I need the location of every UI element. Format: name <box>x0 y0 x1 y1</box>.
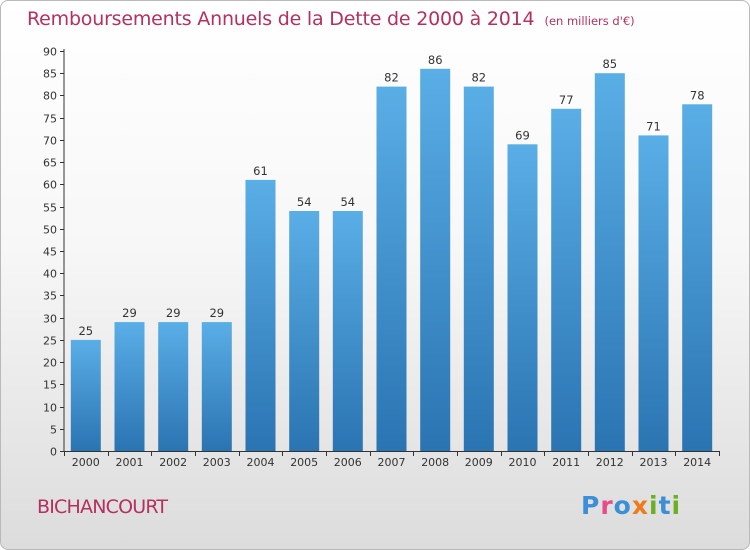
data-label-2005: 54 <box>297 195 312 209</box>
chart-title: Remboursements Annuels de la Dette de 20… <box>27 8 535 30</box>
x-tick-label: 2003 <box>203 456 231 469</box>
bar-2000 <box>70 339 101 451</box>
bar-2012 <box>594 73 625 451</box>
logo-letter: i <box>649 491 659 520</box>
bar-2010 <box>507 144 538 452</box>
bar-2002 <box>158 322 189 451</box>
logo-letter: x <box>631 491 649 520</box>
x-tick-label: 2014 <box>683 456 711 469</box>
bar-2004 <box>245 179 276 451</box>
x-tick-label: 2006 <box>334 456 362 469</box>
y-tick-label: 10 <box>43 402 57 415</box>
y-tick-label: 90 <box>43 46 57 59</box>
y-tick-label: 70 <box>43 135 57 148</box>
y-tick-label: 75 <box>43 113 57 126</box>
data-label-2011: 77 <box>559 93 574 107</box>
bar-2005 <box>289 211 320 451</box>
bar-2008 <box>420 68 451 452</box>
logo-letter: o <box>613 491 632 520</box>
data-label-2001: 29 <box>122 306 137 320</box>
y-tick-label: 5 <box>50 424 57 437</box>
y-tick-label: 35 <box>43 290 57 303</box>
x-tick-label: 2011 <box>552 456 580 469</box>
y-tick-label: 15 <box>43 379 57 392</box>
x-tick-label: 2005 <box>290 456 318 469</box>
data-label-2012: 85 <box>602 57 617 71</box>
data-label-2009: 82 <box>471 71 486 85</box>
commune-name: BICHANCOURT <box>37 496 168 518</box>
x-tick-label: 2004 <box>247 456 275 469</box>
bar-2011 <box>551 108 582 452</box>
logo-letter: r <box>600 491 614 520</box>
y-tick-label: 40 <box>43 268 57 281</box>
y-tick-label: 55 <box>43 202 57 215</box>
y-tick-label: 85 <box>43 68 57 81</box>
y-tick-label: 0 <box>50 446 57 459</box>
bar-2006 <box>332 211 363 451</box>
bar-2003 <box>201 322 232 451</box>
proxiti-logo: Proxiti <box>581 491 681 520</box>
chart-title-block: Remboursements Annuels de la Dette de 20… <box>27 8 635 30</box>
data-label-2010: 69 <box>515 128 530 142</box>
data-label-2008: 86 <box>428 53 443 67</box>
data-label-2007: 82 <box>384 71 399 85</box>
x-axis: 2000 2001 2002 2003 2004 2005 2006 2007 2008 2009… <box>64 451 720 469</box>
data-label-2002: 29 <box>166 306 181 320</box>
x-tick-label: 2007 <box>378 456 406 469</box>
y-tick-label: 20 <box>43 357 57 370</box>
bar-2007 <box>376 86 407 451</box>
y-tick-label: 30 <box>43 313 57 326</box>
data-label-2004: 61 <box>253 164 268 178</box>
data-labels: 25 29 29 29 61 54 54 82 86 82 69 77 85 71 78 <box>78 53 704 338</box>
bar-2009 <box>463 86 494 451</box>
x-tick-label: 2009 <box>465 456 493 469</box>
data-label-2013: 71 <box>646 119 661 133</box>
x-tick-label: 2000 <box>72 456 100 469</box>
data-label-2003: 29 <box>209 306 224 320</box>
y-tick-label: 80 <box>43 90 57 103</box>
x-tick-label: 2012 <box>596 456 624 469</box>
data-label-2000: 25 <box>78 324 93 338</box>
y-tick-label: 25 <box>43 335 57 348</box>
data-label-2014: 78 <box>690 88 705 102</box>
bar-2014 <box>682 104 713 452</box>
logo-letter: i <box>671 491 682 520</box>
bar-2013 <box>638 135 669 451</box>
y-tick-label: 60 <box>43 179 57 192</box>
x-tick-label: 2013 <box>640 456 668 469</box>
logo-letter: t <box>658 491 672 520</box>
chart-unit-note: (en milliers d'€) <box>544 14 635 28</box>
x-tick-label: 2002 <box>159 456 187 469</box>
bars <box>70 68 713 452</box>
bar-2001 <box>114 322 145 451</box>
logo-letter: P <box>581 491 601 520</box>
y-tick-label: 50 <box>43 224 57 237</box>
y-tick-label: 65 <box>43 157 57 170</box>
y-axis: 0 5 10 15 20 25 30 35 40 45 50 55 60 65 70 75 80 85 90 <box>43 46 65 459</box>
x-tick-label: 2010 <box>509 456 537 469</box>
x-tick-label: 2001 <box>116 456 144 469</box>
y-tick-label: 45 <box>43 246 57 259</box>
x-tick-label: 2008 <box>421 456 449 469</box>
data-label-2006: 54 <box>340 195 355 209</box>
